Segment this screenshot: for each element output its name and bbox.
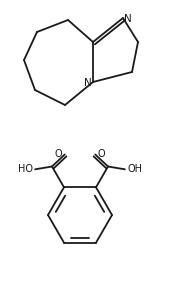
Text: N: N [124, 14, 132, 24]
Text: N: N [84, 78, 92, 88]
Text: OH: OH [127, 164, 142, 174]
Text: HO: HO [18, 164, 33, 174]
Text: O: O [97, 148, 105, 158]
Text: O: O [55, 148, 62, 158]
